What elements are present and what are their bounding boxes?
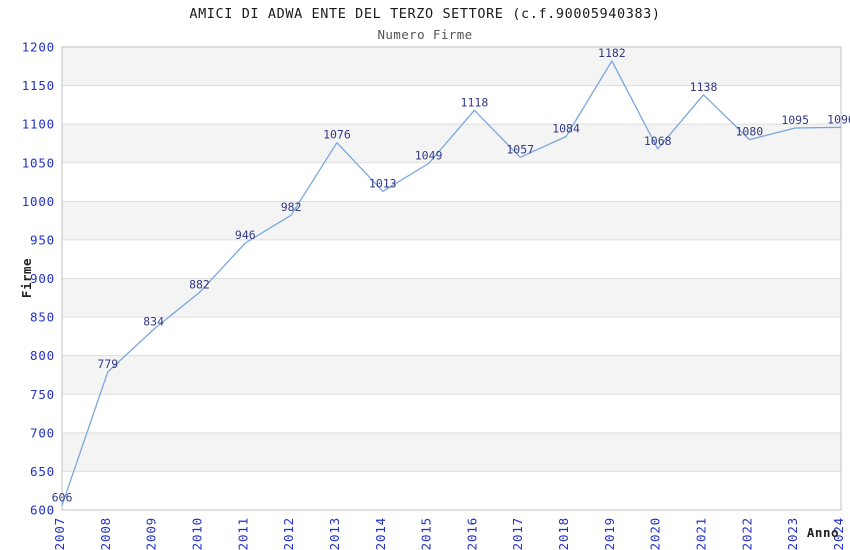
data-label: 1182 xyxy=(598,46,626,60)
x-tick-label: 2015 xyxy=(419,517,434,550)
x-tick-label: 2024 xyxy=(831,517,846,550)
data-label: 1080 xyxy=(736,125,764,139)
y-tick-label: 650 xyxy=(30,464,55,479)
grid-band xyxy=(62,355,841,395)
x-tick-label: 2010 xyxy=(189,517,204,550)
x-axis-label: Anno xyxy=(807,525,839,540)
grid-band xyxy=(62,47,841,86)
x-tick-label: 2017 xyxy=(510,517,525,550)
plot-border xyxy=(61,46,842,511)
y-tick-label: 700 xyxy=(30,425,55,440)
x-tick-label: 2009 xyxy=(144,517,159,550)
x-tick-label: 2020 xyxy=(648,517,663,550)
series-line xyxy=(61,60,842,506)
y-tick-label: 600 xyxy=(30,503,55,518)
data-label: 946 xyxy=(235,228,256,242)
x-tick-label: 2013 xyxy=(327,517,342,550)
grid-band xyxy=(62,278,841,318)
chart-subtitle: Numero Firme xyxy=(377,27,473,42)
data-label: 1118 xyxy=(461,95,489,109)
data-label: 1138 xyxy=(690,80,718,94)
data-label: 606 xyxy=(52,490,73,504)
x-tick-label: 2023 xyxy=(785,517,800,550)
data-label: 1096 xyxy=(827,112,850,126)
data-label: 1068 xyxy=(644,134,672,148)
x-tick-label: 2021 xyxy=(694,517,709,550)
x-tick-label: 2008 xyxy=(98,517,113,550)
y-tick-label: 800 xyxy=(30,348,55,363)
y-tick-label: 850 xyxy=(30,310,55,325)
x-tick-label: 2014 xyxy=(373,517,388,550)
y-tick-label: 900 xyxy=(30,271,55,286)
grid-band xyxy=(62,432,841,472)
y-tick-label: 1150 xyxy=(22,78,55,93)
y-tick-label: 1050 xyxy=(22,155,55,170)
x-tick-label: 2012 xyxy=(281,517,296,550)
data-label: 1084 xyxy=(552,122,580,136)
grid-band xyxy=(62,124,841,163)
y-tick-label: 750 xyxy=(30,387,55,402)
grid-band xyxy=(62,201,841,240)
y-tick-label: 1100 xyxy=(22,117,55,132)
data-label: 1013 xyxy=(369,176,397,190)
y-axis-label: Firme xyxy=(19,258,34,298)
chart-title: AMICI DI ADWA ENTE DEL TERZO SETTORE (c.… xyxy=(189,6,661,22)
data-label: 1049 xyxy=(415,149,443,163)
y-tick-label: 950 xyxy=(30,232,55,247)
y-tick-label: 1000 xyxy=(22,194,55,209)
y-tick-label: 1200 xyxy=(22,40,55,55)
data-label: 1057 xyxy=(506,142,534,156)
data-label: 882 xyxy=(189,277,210,291)
x-tick-label: 2011 xyxy=(235,517,250,550)
x-tick-label: 2016 xyxy=(464,517,479,550)
data-label: 982 xyxy=(281,200,302,214)
x-tick-label: 2018 xyxy=(556,517,571,550)
data-label: 834 xyxy=(143,314,164,328)
data-label: 1076 xyxy=(323,128,351,142)
data-label: 1095 xyxy=(781,113,809,127)
x-tick-label: 2019 xyxy=(602,517,617,550)
x-tick-label: 2022 xyxy=(739,517,754,550)
data-label: 779 xyxy=(97,357,118,371)
x-tick-label: 2007 xyxy=(52,517,67,550)
